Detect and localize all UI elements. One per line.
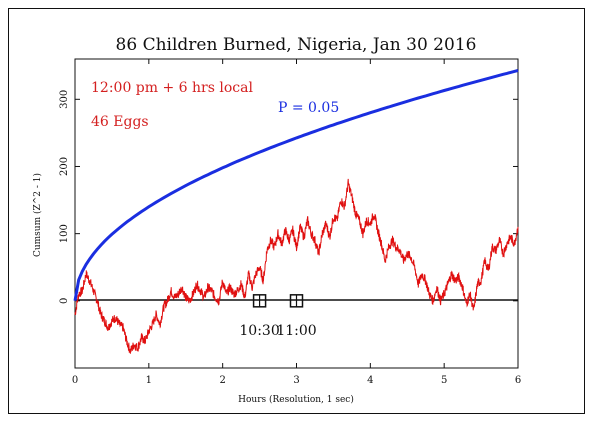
x-tick-label: 3 bbox=[293, 375, 299, 386]
x-tick-label: 0 bbox=[72, 375, 78, 386]
y-tick-label: 200 bbox=[59, 157, 70, 176]
cumsum-line bbox=[74, 178, 519, 354]
probability-label: P = 0.05 bbox=[278, 100, 339, 116]
chart-title: 86 Children Burned, Nigeria, Jan 30 2016 bbox=[116, 35, 477, 55]
probability-envelope-line bbox=[73, 69, 519, 302]
y-axis-label: Cumsum (Z^2 - 1) bbox=[32, 173, 43, 257]
x-tick-label: 5 bbox=[441, 375, 447, 386]
x-axis-label: Hours (Resolution, 1 sec) bbox=[238, 394, 354, 405]
x-tick-label: 2 bbox=[219, 375, 225, 386]
y-tick-label: 0 bbox=[59, 298, 70, 304]
x-axis-ticks: 0 1 2 3 4 5 6 bbox=[72, 59, 521, 386]
x-tick-label: 6 bbox=[515, 375, 521, 386]
x-tick-label: 4 bbox=[367, 375, 373, 386]
event-marker-label: 10:30 bbox=[239, 323, 279, 339]
event-marker-label: 11:00 bbox=[276, 323, 316, 339]
annotation-eggs: 46 Eggs bbox=[91, 114, 149, 130]
y-tick-label: 300 bbox=[59, 90, 70, 109]
chart-frame bbox=[8, 8, 585, 414]
y-tick-label: 100 bbox=[59, 224, 70, 243]
x-tick-label: 1 bbox=[146, 375, 152, 386]
annotation-time-window: 12:00 pm + 6 hrs local bbox=[91, 80, 253, 96]
